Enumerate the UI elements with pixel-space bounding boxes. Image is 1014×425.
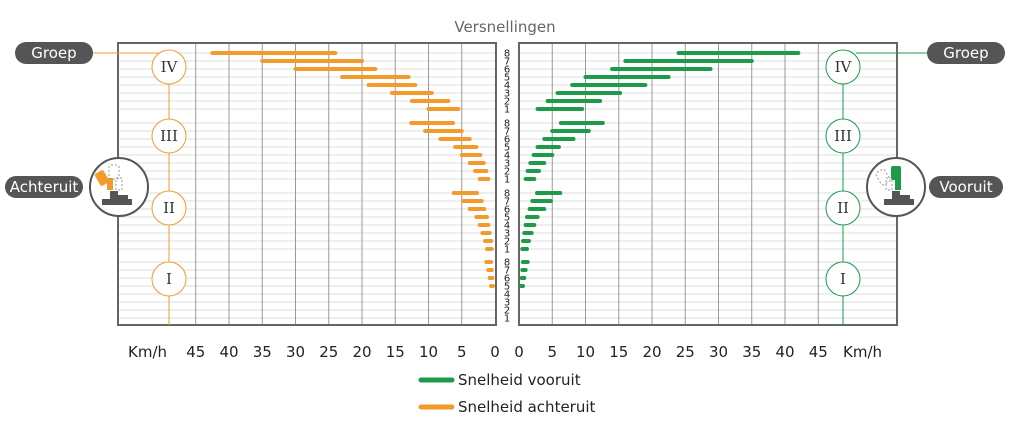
right-axis-unit: Km/h [843, 343, 882, 361]
left-group-label-IV: IV [161, 58, 179, 76]
gear-number-label: 5 [504, 282, 510, 293]
gear-number-label: 4 [504, 151, 510, 162]
x-tick-label: 25 [676, 343, 695, 361]
x-tick-label: 5 [547, 343, 557, 361]
forward-shifter-icon [866, 157, 1003, 217]
x-tick-label: 45 [186, 343, 205, 361]
reverse-speed-bars [210, 51, 496, 288]
x-tick-label: 35 [253, 343, 272, 361]
gear-number-label: 4 [504, 81, 510, 92]
left-group-label-III: III [160, 127, 178, 145]
right-group-circle-I [825, 261, 861, 297]
gear-number-label: 7 [504, 57, 510, 68]
right-group-label-I: I [840, 270, 846, 288]
left-axis-unit: Km/h [128, 343, 167, 361]
x-tick-label: 0 [490, 343, 500, 361]
gear-number-label: 3 [504, 298, 510, 309]
gear-number-label: 6 [504, 135, 510, 146]
left-group-circle-III [151, 118, 187, 154]
x-tick-label: 40 [219, 343, 238, 361]
gear-number-label: 7 [504, 266, 510, 277]
x-tick-label: 10 [419, 343, 438, 361]
gear-number-label: 7 [504, 197, 510, 208]
right-group-label-IV: IV [835, 58, 853, 76]
legend-reverse-label: Snelheid achteruit [458, 398, 596, 416]
left-groep-pill [15, 42, 93, 64]
x-tick-label: 15 [386, 343, 405, 361]
gear-number-label: 4 [504, 290, 510, 301]
x-tick-label: 25 [319, 343, 338, 361]
right-groep-label: Groep [943, 44, 988, 62]
gear-number-label: 6 [504, 205, 510, 216]
left-group-label-II: II [163, 199, 175, 217]
gear-number-label: 6 [504, 65, 510, 76]
x-tick-label: 20 [352, 343, 371, 361]
gear-number-label: 8 [504, 258, 510, 269]
gear-number-label: 4 [504, 221, 510, 232]
forward-speed-bars [518, 51, 801, 288]
gear-number-label: 2 [504, 167, 510, 178]
right-group-label-II: II [837, 199, 849, 217]
x-tick-label: 40 [775, 343, 794, 361]
gear-number-label: 8 [504, 189, 510, 200]
gear-number-label: 8 [504, 49, 510, 60]
left-group-label-I: I [166, 270, 172, 288]
x-tick-label: 10 [576, 343, 595, 361]
gear-number-label: 5 [504, 213, 510, 224]
gear-number-label: 3 [504, 159, 510, 170]
x-tick-label: 0 [514, 343, 524, 361]
gear-number-label: 7 [504, 127, 510, 138]
gear-number-label: 8 [504, 119, 510, 130]
gear-number-label: 2 [504, 237, 510, 248]
gear-number-label: 1 [504, 175, 510, 186]
x-tick-label: 35 [742, 343, 761, 361]
gear-number-label: 1 [504, 105, 510, 116]
right-group-circle-III [825, 118, 861, 154]
right-groep-pill [927, 42, 1005, 64]
reverse-label: Achteruit [10, 178, 79, 196]
left-group-circle-II [151, 190, 187, 226]
x-tick-label: 15 [609, 343, 628, 361]
right-group-label-III: III [834, 127, 852, 145]
x-tick-label: 20 [642, 343, 661, 361]
chart-title: Versnellingen [454, 18, 555, 36]
right-axis-ticks: 0 5 10 15 20 25 30 35 40 45 [514, 343, 828, 361]
gear-number-label: 6 [504, 274, 510, 285]
legend: Snelheid vooruit Snelheid achteruit [418, 371, 596, 416]
gear-number-label: 5 [504, 73, 510, 84]
left-group-circle-I [151, 261, 187, 297]
right-group-circle-IV [825, 49, 861, 85]
gear-number-label: 3 [504, 89, 510, 100]
reverse-shifter-icon [5, 157, 149, 217]
forward-label: Vooruit [939, 178, 992, 196]
left-groep-label: Groep [31, 44, 76, 62]
x-tick-label: 45 [809, 343, 828, 361]
left-group-circle-IV [151, 49, 187, 85]
gear-number-label: 1 [504, 245, 510, 256]
gear-number-label: 2 [504, 97, 510, 108]
left-axis-ticks: 0 5 10 15 20 25 30 35 40 45 [186, 343, 500, 361]
x-tick-label: 30 [709, 343, 728, 361]
x-tick-label: 30 [286, 343, 305, 361]
gear-number-label: 5 [504, 143, 510, 154]
gear-number-label: 3 [504, 229, 510, 240]
gear-number-label: 2 [504, 306, 510, 317]
right-group-circle-II [825, 190, 861, 226]
x-tick-label: 5 [457, 343, 467, 361]
legend-forward-label: Snelheid vooruit [458, 371, 581, 389]
gear-number-label: 1 [504, 314, 510, 325]
